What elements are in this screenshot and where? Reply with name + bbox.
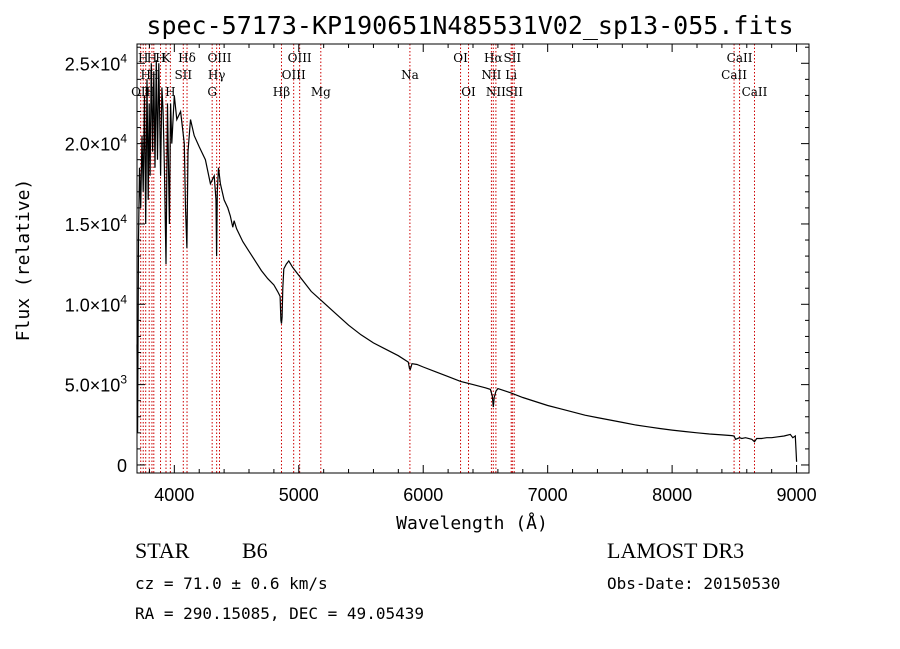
y-tick-label: 2.5×104 <box>65 51 128 74</box>
x-tick-label: 8000 <box>652 485 692 505</box>
y-tick-exponent: 3 <box>120 373 127 387</box>
line-marker-label: OI <box>453 51 468 65</box>
line-marker-label: OII <box>131 85 151 99</box>
y-tick-mantissa: 2.0×10 <box>65 135 121 155</box>
y-tick-label: 1.5×104 <box>65 212 128 235</box>
line-marker-label: OI <box>461 85 476 99</box>
y-tick-label: 2.0×104 <box>65 132 128 155</box>
line-marker-label: OIII <box>288 51 312 65</box>
y-tick-mantissa: 0 <box>117 456 127 476</box>
spectral-line-labels: OIIHHHHHHKHSIIHδGHγOIIIHβOIIIOIIIMgNaOIO… <box>131 51 768 99</box>
line-marker-label: NII <box>481 68 501 82</box>
object-class: STAR <box>135 538 190 563</box>
line-marker-label: Hβ <box>273 85 290 99</box>
line-marker-label: H <box>155 51 165 65</box>
line-marker-label: Na <box>401 68 419 82</box>
line-marker-label: H <box>140 68 150 82</box>
line-marker-label: Hα <box>484 51 503 65</box>
y-tick-mantissa: 1.0×10 <box>65 295 121 315</box>
line-marker-label: NII <box>486 85 506 99</box>
y-tick-exponent: 4 <box>120 132 127 146</box>
x-tick-label: 9000 <box>777 485 817 505</box>
line-marker-label: H <box>144 85 154 99</box>
y-tick-label: 5.0×103 <box>65 373 128 396</box>
x-tick-label: 6000 <box>403 485 443 505</box>
y-tick-exponent: 4 <box>120 292 127 306</box>
line-marker-label: OIII <box>207 51 231 65</box>
line-marker-label: CaII <box>721 68 747 82</box>
line-marker-label: CaII <box>742 85 768 99</box>
y-tick-mantissa: 1.5×10 <box>65 215 121 235</box>
spectrum-series-line <box>136 60 798 462</box>
line-marker-label: H <box>138 51 148 65</box>
line-marker-label: K <box>162 51 172 65</box>
line-marker-label: Li <box>505 68 517 82</box>
line-marker-label: G <box>207 85 217 99</box>
y-tick-mantissa: 5.0×10 <box>65 376 121 396</box>
line-marker-label: SII <box>503 51 521 65</box>
y-tick-label: 1.0×104 <box>65 292 128 315</box>
y-tick-exponent: 4 <box>120 212 127 226</box>
plot-frame <box>136 43 810 474</box>
line-marker-label: H <box>165 85 175 99</box>
y-tick-exponent: 4 <box>120 51 127 65</box>
coordinates-text: RA = 290.15085, DEC = 49.05439 <box>135 604 424 623</box>
y-tick-mantissa: 2.5×10 <box>65 54 121 74</box>
line-marker-label: OIII <box>282 68 306 82</box>
survey-name: LAMOST DR3 <box>607 538 745 563</box>
line-marker-label: Mg <box>311 85 331 99</box>
spectral-line-markers <box>140 44 755 473</box>
y-tick-label: 0 <box>117 456 127 476</box>
x-axis-label: Wavelength (Å) <box>396 512 548 534</box>
observation-date: Obs-Date: 20150530 <box>607 574 781 593</box>
line-marker-label: CaII <box>727 51 753 65</box>
x-tick-label: 4000 <box>154 485 194 505</box>
x-tick-label: 7000 <box>528 485 568 505</box>
line-marker-label: H <box>147 51 157 65</box>
line-marker-label: SII <box>174 68 192 82</box>
line-marker-label: SII <box>505 85 523 99</box>
x-axis-ticks: 4000 5000 6000 7000 8000 9000 <box>148 44 817 505</box>
y-axis-label: Flux (relative) <box>13 179 34 342</box>
chart-title: spec-57173-KP190651N485531V02_sp13-055.f… <box>146 11 793 40</box>
line-marker-label: Hδ <box>178 51 196 65</box>
object-subclass: B6 <box>242 538 268 563</box>
line-marker-label: Hγ <box>208 68 226 82</box>
x-tick-label: 5000 <box>279 485 319 505</box>
redshift-text: cz = 71.0 ± 0.6 km/s <box>135 574 328 593</box>
